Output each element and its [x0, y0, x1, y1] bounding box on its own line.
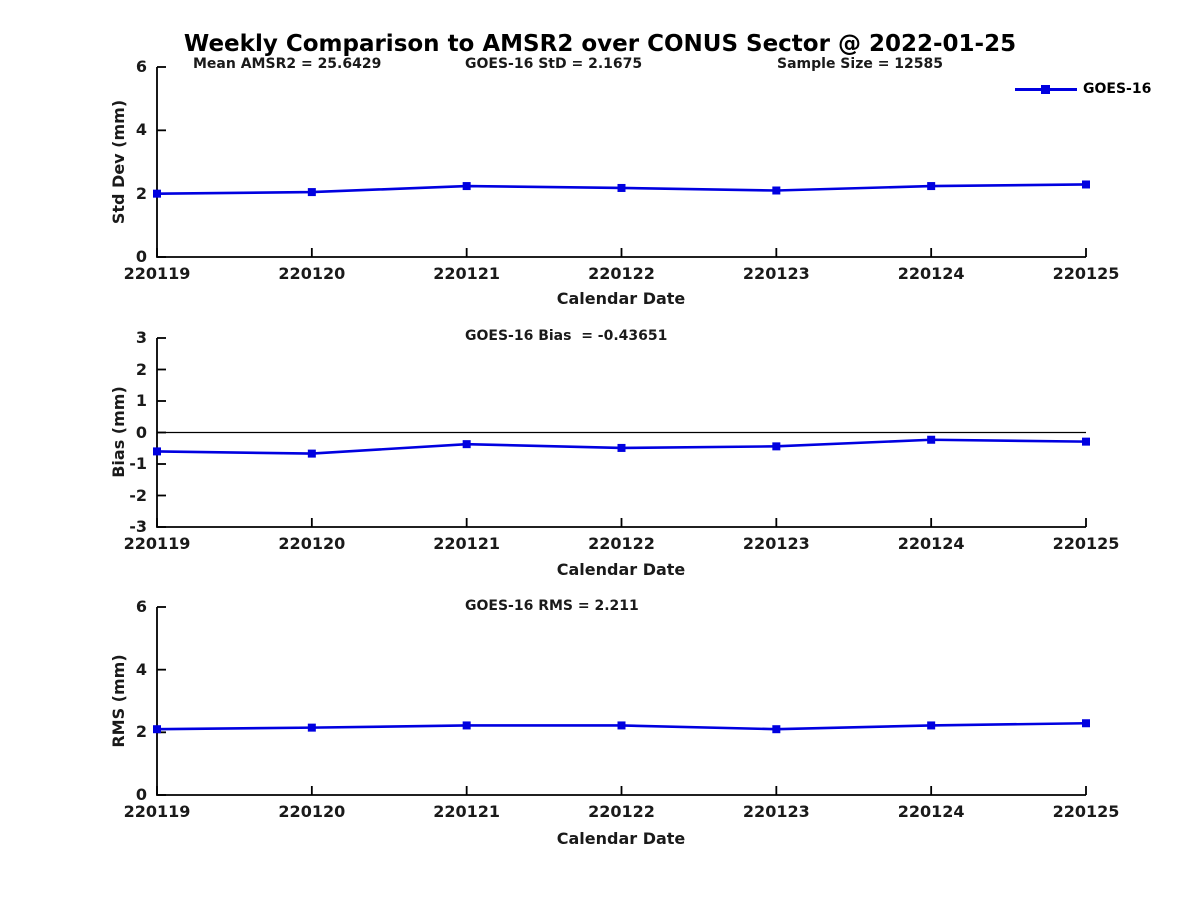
figure-title: Weekly Comparison to AMSR2 over CONUS Se…	[183, 31, 1017, 57]
x-axis-label-top: Calendar Date	[556, 289, 686, 308]
y-tick-label: 2	[135, 183, 147, 203]
y-tick-label: 4	[135, 659, 147, 679]
data-point-marker	[772, 186, 781, 195]
x-tick-label: 220123	[742, 534, 810, 553]
y-axis-label-bias: Bias (mm)	[109, 386, 128, 478]
y-tick-label: 2	[135, 359, 147, 379]
annotation-goes16-rms: GOES-16 RMS = 2.211	[465, 598, 639, 614]
data-point-marker	[617, 721, 626, 730]
x-tick-label: 220123	[742, 264, 810, 283]
y-tick-label: -3	[129, 517, 147, 536]
x-tick-label: 220121	[433, 264, 501, 283]
y-tick-label: -2	[129, 485, 147, 505]
data-point-marker	[462, 440, 471, 449]
data-point-marker	[1082, 180, 1090, 189]
data-point-marker	[153, 189, 161, 198]
x-tick-label: 220122	[588, 802, 655, 821]
legend-label: GOES-16	[1083, 81, 1152, 97]
data-point-marker	[927, 721, 936, 730]
y-tick-label: 0	[135, 785, 147, 804]
y-tick-label: 3	[135, 328, 147, 347]
y-tick-label: 6	[135, 597, 147, 616]
data-point-marker	[307, 449, 316, 458]
y-tick-label: 4	[135, 120, 147, 140]
y-tick-label: 0	[135, 422, 147, 442]
legend-marker-icon	[1041, 85, 1050, 94]
x-axis-label-middle: Calendar Date	[556, 560, 686, 579]
x-tick-label: 220119	[123, 534, 191, 553]
x-tick-label: 220119	[123, 802, 191, 821]
data-point-marker	[153, 725, 161, 734]
data-point-marker	[462, 721, 471, 730]
x-tick-label: 220122	[588, 534, 655, 553]
x-tick-label: 220120	[278, 802, 346, 821]
x-tick-label: 220125	[1052, 802, 1120, 821]
x-tick-label: 220119	[123, 264, 191, 283]
y-tick-label: 2	[135, 722, 147, 742]
data-point-marker	[462, 182, 471, 191]
data-point-marker	[927, 435, 936, 444]
axis-spine	[156, 607, 1086, 796]
data-point-marker	[1082, 719, 1090, 728]
x-tick-label: 220121	[433, 802, 501, 821]
x-tick-label: 220123	[742, 802, 810, 821]
annotation-mean-amsr2: Mean AMSR2 = 25.6429	[193, 56, 382, 72]
data-point-marker	[307, 723, 316, 732]
x-tick-label: 220120	[278, 264, 346, 283]
data-point-marker	[617, 443, 626, 452]
y-axis-label-rms: RMS (mm)	[109, 654, 128, 748]
x-tick-label: 220125	[1052, 534, 1120, 553]
x-axis-label-bottom: Calendar Date	[556, 829, 686, 848]
annotation-goes16-std: GOES-16 StD = 2.1675	[465, 56, 643, 72]
axis-spine	[156, 67, 1086, 258]
data-point-marker	[772, 725, 781, 734]
data-point-marker	[927, 182, 936, 191]
x-tick-label: 220124	[897, 534, 965, 553]
x-tick-label: 220125	[1052, 264, 1120, 283]
x-tick-label: 220122	[588, 264, 655, 283]
x-tick-label: 220121	[433, 534, 501, 553]
y-tick-label: -1	[129, 454, 147, 473]
data-point-marker	[307, 188, 316, 197]
annotation-goes16-bias: GOES-16 Bias = -0.43651	[465, 328, 668, 344]
y-axis-label-stddev: Std Dev (mm)	[109, 99, 128, 225]
data-point-marker	[617, 183, 626, 192]
x-tick-label: 220124	[897, 264, 965, 283]
x-tick-label: 220120	[278, 534, 346, 553]
x-tick-label: 220124	[897, 802, 965, 821]
data-point-marker	[1082, 437, 1090, 446]
y-tick-label: 6	[135, 57, 147, 76]
y-tick-label: 0	[135, 247, 147, 266]
y-tick-label: 1	[135, 391, 147, 410]
data-point-marker	[772, 442, 781, 451]
annotation-sample-size: Sample Size = 12585	[777, 56, 944, 72]
data-point-marker	[153, 447, 161, 456]
